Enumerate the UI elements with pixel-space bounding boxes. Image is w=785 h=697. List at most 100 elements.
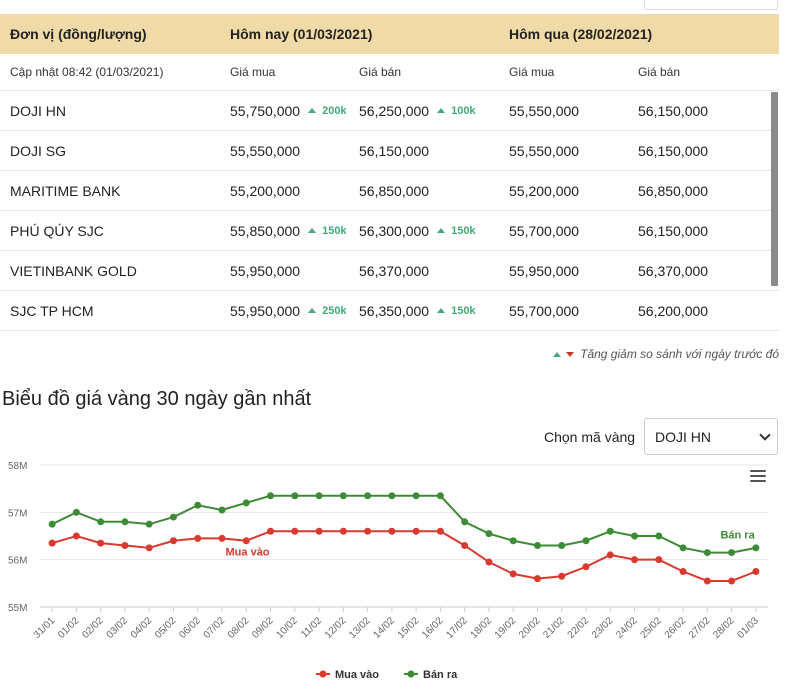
- arrow-up-icon: [553, 351, 562, 357]
- table-header: Đơn vị (đồng/lượng) Hôm nay (01/03/2021)…: [0, 14, 779, 54]
- sell-price-yesterday-value: 56,370,000: [638, 262, 709, 279]
- x-tick-label: 25/02: [638, 615, 664, 641]
- data-point: [97, 539, 105, 547]
- data-point: [121, 541, 129, 549]
- top-select-stub[interactable]: [644, 0, 778, 10]
- legend-label: Mua vào: [335, 669, 379, 681]
- data-point: [291, 527, 299, 535]
- data-point: [558, 572, 566, 580]
- x-tick-label: 28/02: [711, 615, 737, 641]
- brand-name-value: SJC TP HCM: [10, 302, 94, 319]
- x-tick-label: 19/02: [493, 615, 519, 641]
- data-point: [72, 508, 80, 516]
- data-point: [436, 527, 444, 535]
- buy-price-yesterday: 55,200,000: [509, 183, 638, 199]
- data-point: [364, 492, 372, 500]
- table-scrollbar[interactable]: [771, 92, 778, 286]
- data-point: [412, 527, 420, 535]
- arrow-up-icon: [308, 108, 317, 113]
- buy-price-today: 55,750,000 200k: [230, 103, 359, 119]
- data-point: [364, 527, 372, 535]
- legend-marker: [319, 670, 327, 678]
- price-change-badge: 150k: [437, 305, 476, 317]
- data-point: [558, 541, 566, 549]
- sell-price-today: 56,150,000: [359, 143, 509, 159]
- x-tick-label: 13/02: [347, 615, 373, 641]
- unit-header: Đơn vị (đồng/lượng): [10, 26, 147, 42]
- x-tick-label: 06/02: [177, 615, 203, 641]
- data-point: [145, 520, 153, 528]
- data-point: [291, 492, 299, 500]
- brand-name: SJC TP HCM: [0, 303, 230, 319]
- data-point: [533, 575, 541, 583]
- x-tick-label: 15/02: [396, 615, 422, 641]
- x-tick-label: 31/01: [32, 615, 58, 641]
- buy-price-today-value: 55,750,000: [230, 102, 301, 119]
- price-change-badge: 150k: [437, 224, 476, 237]
- buy-price-yesterday-value: 55,200,000: [509, 182, 580, 199]
- sell-price-yesterday-value: 56,150,000: [638, 102, 709, 119]
- price-change-value: 150k: [451, 224, 476, 237]
- data-point: [485, 530, 493, 538]
- brand-name: DOJI HN: [0, 103, 230, 119]
- x-tick-label: 23/02: [590, 615, 616, 641]
- x-tick-label: 17/02: [444, 615, 470, 641]
- x-tick-label: 10/02: [274, 615, 300, 641]
- brand-name-value: DOJI SG: [10, 142, 67, 159]
- data-point: [339, 527, 347, 535]
- menu-icon[interactable]: [750, 470, 766, 484]
- brand-name: PHÚ QÚY SJC: [0, 223, 230, 239]
- buy-price-today-value: 55,850,000: [230, 222, 301, 239]
- price-change-value: 200k: [322, 104, 347, 117]
- data-point: [461, 518, 469, 526]
- table-row: MARITIME BANK 55,200,000 56,850,000 55,200,…: [0, 171, 779, 211]
- table-subheader: Cập nhật 08:42 (01/03/2021) Giá mua Giá …: [0, 54, 779, 91]
- sell-price-today-value: 56,850,000: [359, 182, 430, 199]
- gold-select-label: Chọn mã vàng: [544, 429, 636, 445]
- series-label-sell: Bán ra: [720, 530, 755, 542]
- sell-price-today-value: 56,370,000: [359, 262, 430, 279]
- x-tick-label: 03/02: [105, 615, 131, 641]
- buy-label-today: Giá mua: [230, 65, 276, 79]
- arrow-up-icon: [437, 228, 446, 233]
- sell-label-today: Giá bán: [359, 65, 402, 79]
- sell-price-today: 56,370,000: [359, 263, 509, 279]
- buy-price-yesterday-value: 55,700,000: [509, 222, 580, 239]
- x-tick-label: 07/02: [202, 615, 228, 641]
- x-tick-label: 20/02: [517, 615, 543, 641]
- gold-type-select[interactable]: DOJI HN: [644, 418, 778, 455]
- sell-price-today: 56,850,000: [359, 183, 509, 199]
- y-tick-label: 57M: [8, 508, 27, 519]
- data-point: [388, 527, 396, 535]
- data-point: [412, 492, 420, 500]
- change-note-text: Tăng giảm so sánh với ngày trước đó: [580, 347, 779, 361]
- change-legend-note: Tăng giảm so sánh với ngày trước đó: [553, 347, 779, 361]
- sell-price-yesterday: 56,150,000: [638, 103, 779, 119]
- data-point: [267, 527, 275, 535]
- data-point: [509, 537, 517, 545]
- data-point: [485, 558, 493, 566]
- x-tick-label: 05/02: [153, 615, 179, 641]
- sell-price-today-value: 56,150,000: [359, 142, 430, 159]
- x-tick-label: 02/02: [80, 615, 106, 641]
- yesterday-header: Hôm qua (28/02/2021): [509, 26, 653, 42]
- data-point: [461, 541, 469, 549]
- table-row: PHÚ QÚY SJC 55,850,000 150k 56,300,000 150k 5…: [0, 211, 779, 251]
- buy-price-today: 55,950,000: [230, 263, 359, 279]
- chart-title: Biểu đồ giá vàng 30 ngày gần nhất: [2, 388, 312, 410]
- data-point: [436, 492, 444, 500]
- price-change-badge: 100k: [437, 105, 476, 117]
- sell-price-yesterday-value: 56,850,000: [638, 182, 709, 199]
- buy-price-today-value: 55,200,000: [230, 182, 301, 199]
- brand-name: MARITIME BANK: [0, 183, 230, 199]
- buy-price-yesterday-value: 55,950,000: [509, 262, 580, 279]
- price-change-badge: 150k: [308, 225, 347, 237]
- sell-price-yesterday: 56,150,000: [638, 223, 779, 239]
- legend-marker: [407, 670, 415, 678]
- data-point: [631, 556, 639, 564]
- data-point: [72, 532, 80, 540]
- table-body: DOJI HN 55,750,000 200k 56,250,000 100k 55,55…: [0, 91, 779, 331]
- table-row: SJC TP HCM 55,950,000 250k 56,350,000 150k 55…: [0, 291, 779, 331]
- data-point: [752, 568, 760, 575]
- buy-price-today: 55,850,000 150k: [230, 223, 359, 239]
